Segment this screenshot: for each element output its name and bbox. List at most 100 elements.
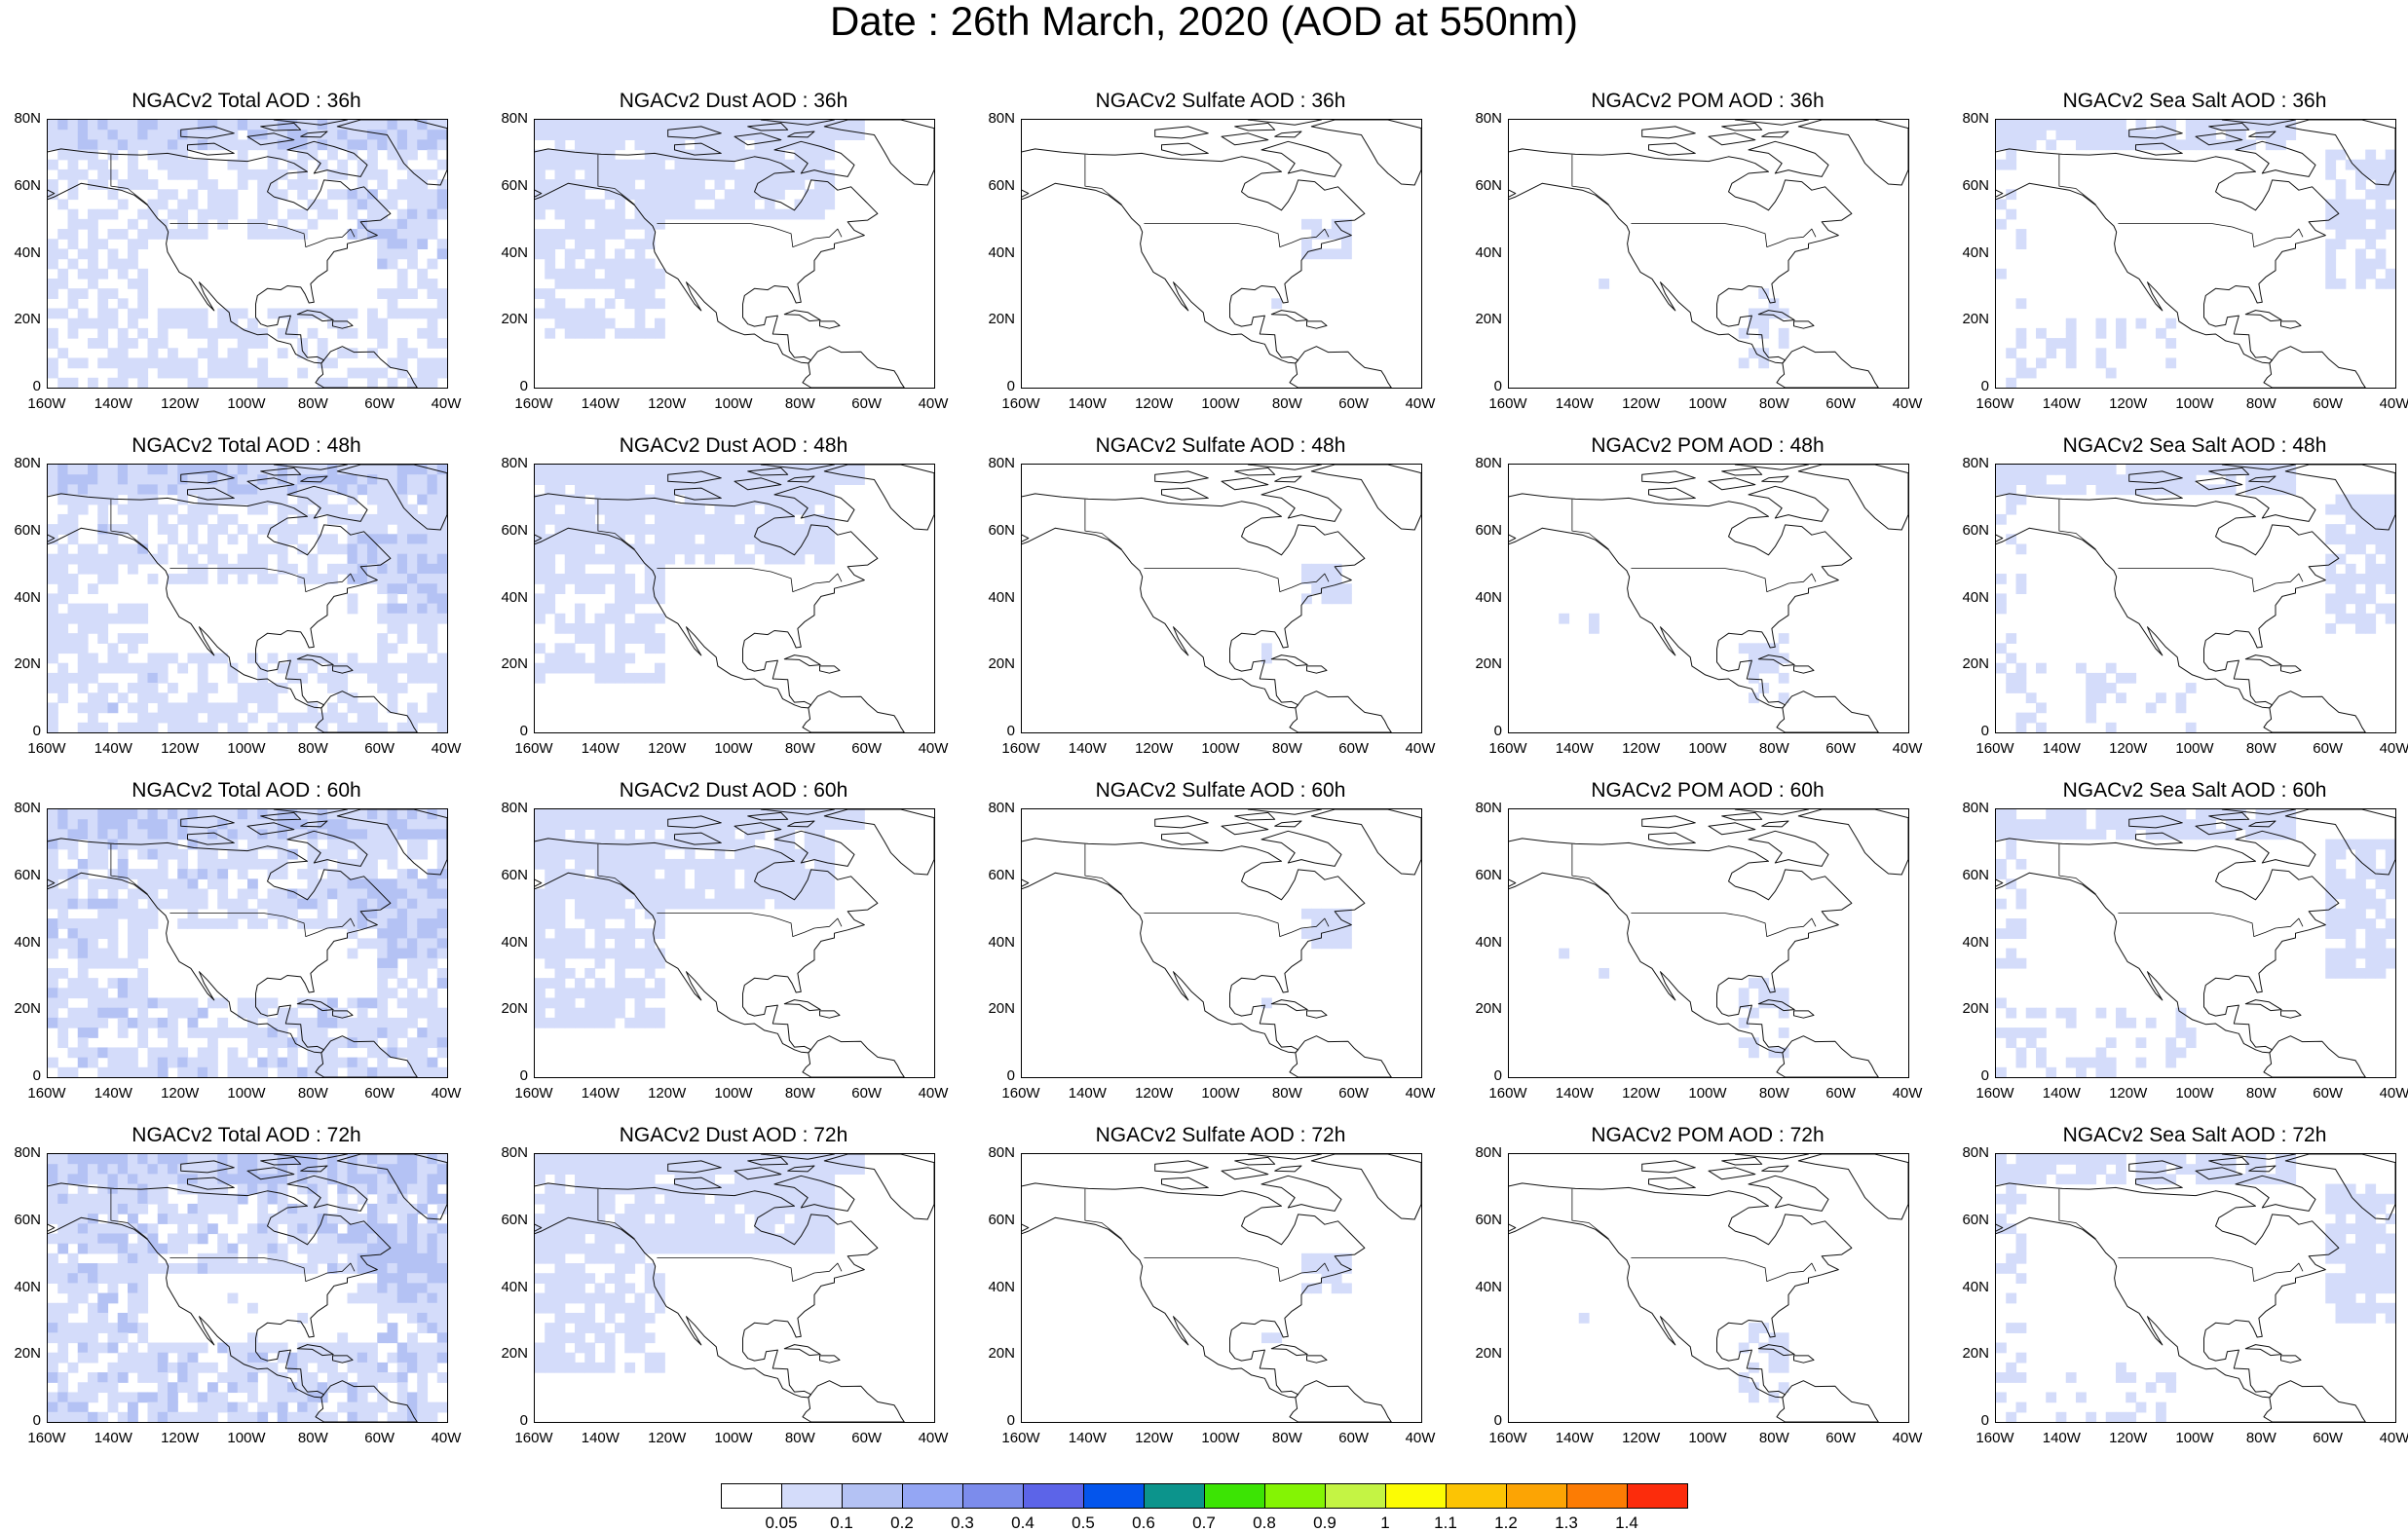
aod-cell [2146,809,2157,820]
aod-cell [257,1412,268,1422]
aod-cell [664,899,675,910]
aod-cell [228,318,239,329]
aod-cell [128,819,138,830]
aod-cell [555,998,566,1009]
coastline-south-america [1290,691,1391,732]
aod-cell [2006,633,2016,644]
aod-cell [2346,968,2356,979]
aod-cell [377,209,388,220]
coastline-baffin-island [1261,831,1341,866]
aod-cell [88,318,98,329]
aod-cell [437,474,447,485]
aod-cell [217,809,228,820]
aod-cell [605,279,616,289]
aod-cell [407,938,418,949]
aod-cell [217,318,228,329]
aod-cell [68,120,79,131]
aod-cell [78,1037,89,1048]
aod-cell [177,484,188,495]
aod-cell [367,1154,378,1165]
aod-cell [605,484,616,495]
aod-cell [704,209,715,220]
aod-cell [2006,683,2016,693]
aod-cell [97,859,108,870]
aod-cell [1749,309,1759,319]
aod-cell [48,338,58,349]
aod-cell [2106,1067,2117,1077]
aod-cell [78,819,89,830]
aod-cell [68,1008,79,1019]
aod-cell [595,978,606,989]
aod-cell [78,723,89,732]
aod-cell [78,543,89,554]
border-alaska-canada [1085,155,1122,205]
aod-cell [2365,269,2376,280]
aod-cell [137,524,148,535]
panel-title: NGACv2 Sea Salt AOD : 48h [1956,434,2408,458]
aod-cell [228,189,239,200]
aod-cell [377,465,388,475]
aod-cell [2106,120,2117,131]
aod-cell [805,160,815,170]
aod-cell [118,298,129,309]
aod-cell [137,604,148,615]
aod-cell [795,504,806,515]
aod-cell [247,1037,258,1048]
aod-cell [2376,259,2387,270]
aod-cell [635,869,646,879]
aod-cell [595,1008,606,1019]
aod-cell [367,554,378,565]
aod-cell [2365,229,2376,240]
aod-cell [48,139,58,150]
aod-cell [417,1343,428,1354]
aod-cell [575,859,585,870]
aod-cell [327,1047,338,1058]
aod-cell [57,840,68,850]
aod-cell [177,1372,188,1383]
aod-cell [2325,534,2336,544]
aod-cell [88,849,98,860]
aod-cell [377,1392,388,1402]
aod-cell [228,1058,239,1068]
aod-cell [437,209,447,220]
aod-cell [228,663,239,674]
aod-cell [177,859,188,870]
aod-cell [158,829,169,840]
aod-cell [397,248,408,259]
aod-cell [68,1253,79,1264]
aod-cell [1769,988,1780,998]
aod-cell [605,809,616,820]
aod-cell [2136,1037,2147,1048]
aod-cell [407,120,418,131]
aod-cell [695,169,705,180]
aod-cell [388,928,398,939]
aod-cell [704,840,715,850]
aod-cell [2016,663,2027,674]
aod-cell [68,938,79,949]
aod-cell [2006,348,2016,358]
aod-cell [337,130,348,140]
aod-cell [97,1412,108,1422]
aod-cell [158,514,169,525]
aod-cell [68,1018,79,1028]
aod-cell [308,1194,319,1205]
border-usa-canada [1631,914,1816,937]
aod-cell [397,1154,408,1165]
aod-cell [774,169,785,180]
aod-cell [158,809,169,820]
aod-cell [1779,328,1789,339]
aod-cell [268,229,279,240]
aod-cell [247,1263,258,1274]
aod-cell [318,899,328,910]
aod-cell [158,1244,169,1254]
aod-cell [555,169,566,180]
aod-cell [1996,160,2007,170]
aod-cell [417,663,428,674]
aod-cell [88,1008,98,1019]
aod-cell [287,534,298,544]
aod-cell [805,495,815,505]
aod-cell [78,938,89,949]
aod-cell [68,139,79,150]
aod-cell [128,1392,138,1402]
aod-cell [158,1412,169,1422]
